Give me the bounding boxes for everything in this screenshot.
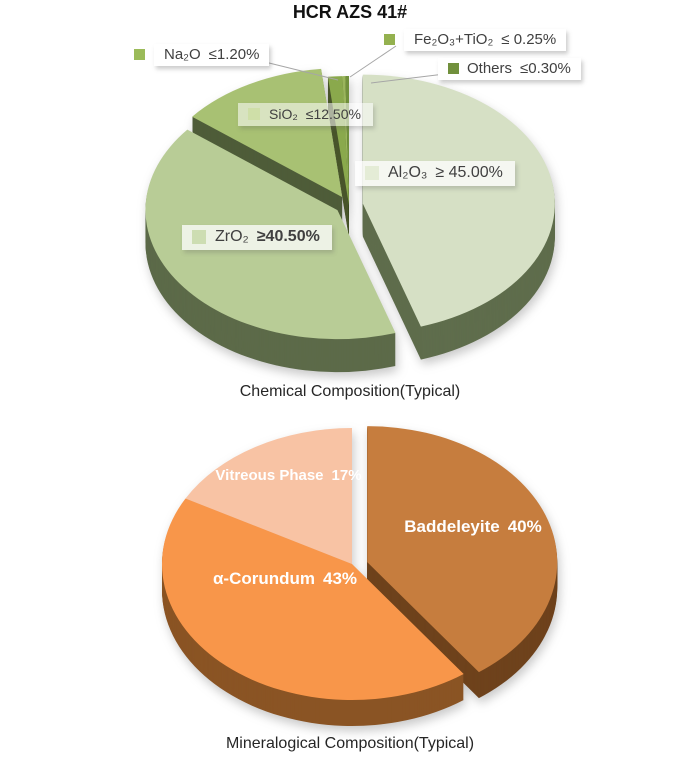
baddeleyite-label: Baddeleyite 40%	[404, 517, 542, 536]
zro2-legend-marker	[192, 230, 206, 244]
others-label: Others ≤0.30%	[467, 60, 571, 77]
page-title: HCR AZS 41#	[292, 2, 408, 22]
na2o-legend-marker	[134, 49, 145, 60]
vitreous-phase-label: Vitreous Phase 17%	[215, 467, 362, 484]
corundum-label: α-Corundum 43%	[212, 569, 358, 588]
na2o-callout: Na₂O ≤1.20%	[134, 44, 270, 66]
sio2-label: SiO₂ ≤12.50%	[269, 106, 361, 122]
na2o-label: Na₂O ≤1.20%	[154, 44, 270, 66]
al2o3-label: Al₂O₃ ≥ 45.00%	[388, 164, 503, 181]
zro2-callout: ZrO₂ ≥40.50%	[182, 225, 332, 250]
al2o3-legend-marker	[365, 166, 379, 180]
fe2o3-tio2-callout: Fe₂O₃+TiO₂ ≤ 0.25%	[384, 29, 567, 51]
sio2-callout: SiO₂ ≤12.50%	[238, 103, 373, 126]
chart1-caption: Chemical Composition(Typical)	[239, 383, 461, 400]
sio2-legend-marker	[248, 108, 260, 120]
al2o3-callout: Al₂O₃ ≥ 45.00%	[355, 161, 515, 186]
others-legend-marker	[448, 63, 459, 74]
zro2-label: ZrO₂ ≥40.50%	[215, 228, 320, 245]
fe2o3-tio2-label: Fe₂O₃+TiO₂ ≤ 0.25%	[404, 29, 567, 51]
others-callout: Others ≤0.30%	[438, 58, 581, 80]
fe2o3-tio2-legend-marker	[384, 34, 395, 45]
pie-chart-2	[161, 426, 558, 727]
chart2-caption: Mineralogical Composition(Typical)	[225, 735, 475, 752]
